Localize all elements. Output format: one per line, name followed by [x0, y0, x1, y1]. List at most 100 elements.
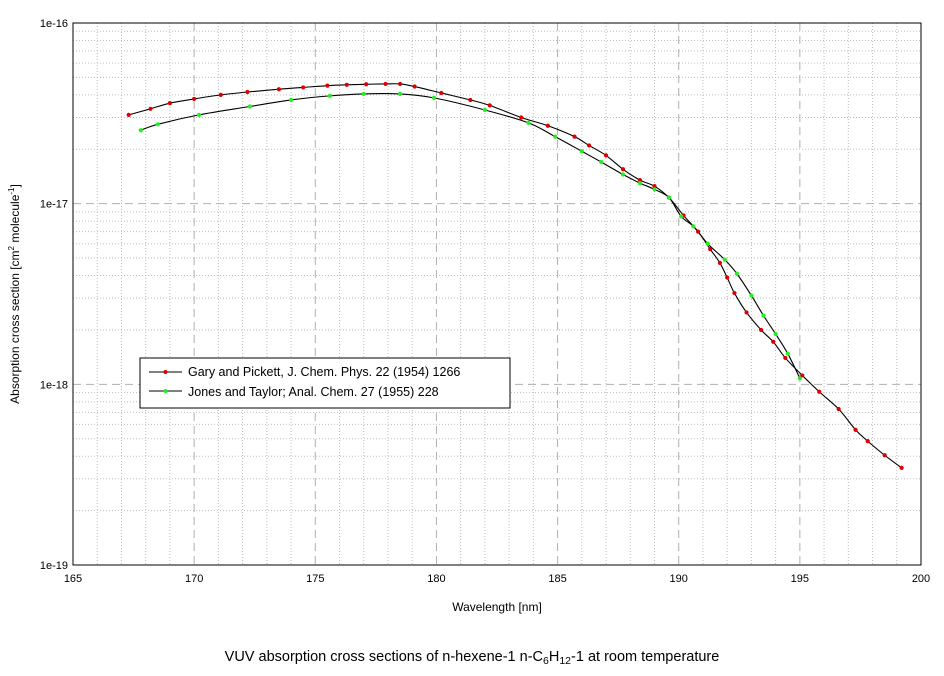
data-point-series-0 [696, 229, 701, 234]
y-axis-label-sup2: -1 [7, 187, 16, 195]
data-point-series-0 [717, 260, 723, 266]
data-point-series-0 [167, 101, 173, 106]
data-point-series-0 [276, 87, 282, 92]
data-point-series-1 [637, 180, 643, 186]
data-point-series-0 [899, 465, 904, 470]
data-point-series-0 [148, 106, 153, 111]
data-point-series-0 [397, 81, 403, 87]
data-point-series-0 [771, 339, 776, 344]
legend: Gary and Pickett, J. Chem. Phys. 22 (195… [139, 357, 511, 409]
data-point-series-0 [519, 115, 524, 120]
data-point-series-0 [758, 327, 764, 333]
data-point-series-0 [301, 85, 306, 90]
caption-prefix: VUV absorption cross sections of n-hexen… [224, 649, 544, 665]
data-point-series-1 [691, 224, 696, 229]
data-point-series-0 [218, 92, 223, 97]
x-tick-label: 190 [670, 573, 688, 585]
data-point-series-1 [247, 104, 252, 109]
data-point-series-1 [155, 122, 160, 127]
data-point-series-0 [468, 97, 473, 103]
x-tick-label: 170 [185, 573, 203, 585]
data-point-series-1 [579, 149, 584, 154]
data-point-series-1 [397, 91, 403, 97]
caption-suffix: -1 at room temperature [571, 649, 720, 665]
caption-sub2: 12 [559, 655, 572, 667]
data-point-series-1 [327, 93, 332, 98]
x-tick-labels: 165 170 175 180 185 190 195 200 [64, 573, 930, 585]
y-axis-label-mid: molecule [8, 194, 22, 246]
data-point-series-1 [705, 241, 710, 246]
y-axis-label-sup1: 2 [7, 245, 16, 250]
x-tick-label: 195 [791, 573, 809, 585]
data-point-series-0 [325, 83, 330, 88]
legend-entry-gary: Gary and Pickett, J. Chem. Phys. 22 (195… [188, 365, 460, 379]
data-point-series-0 [383, 81, 388, 87]
data-point-series-0 [344, 82, 349, 87]
x-tick-label: 185 [548, 573, 566, 585]
data-point-series-1 [526, 120, 531, 125]
x-axis-label: Wavelength [nm] [452, 600, 542, 614]
data-point-series-0 [725, 275, 730, 280]
y-tick-labels: 1e-16 1e-17 1e-18 1e-19 [40, 18, 68, 572]
data-point-series-1 [749, 293, 754, 298]
data-point-series-1 [797, 376, 802, 381]
y-tick-label: 1e-18 [40, 379, 68, 391]
data-point-series-0 [783, 355, 788, 361]
legend-box [139, 357, 511, 409]
data-point-series-0 [572, 134, 577, 139]
data-point-series-0 [487, 103, 492, 108]
y-axis-label-suffix: ] [8, 184, 22, 187]
data-point-series-0 [192, 96, 197, 102]
data-point-series-1 [288, 97, 294, 103]
data-point-series-1 [734, 271, 739, 276]
data-point-series-1 [666, 195, 672, 200]
data-point-series-1 [761, 313, 766, 318]
x-tick-label: 175 [306, 573, 324, 585]
y-tick-label: 1e-17 [40, 199, 68, 211]
legend-marker-jones [163, 389, 168, 393]
data-point-series-0 [545, 123, 550, 128]
data-point-series-0 [732, 290, 737, 296]
major-grid [73, 23, 921, 565]
y-tick-label: 1e-16 [40, 18, 68, 30]
data-point-series-1 [138, 128, 143, 133]
data-point-series-0 [620, 167, 626, 172]
data-point-series-0 [364, 82, 369, 87]
data-point-series-1 [773, 331, 778, 337]
data-point-series-1 [599, 159, 604, 165]
figure-caption: VUV absorption cross sections of n-hexen… [0, 649, 944, 667]
data-point-series-0 [800, 373, 805, 378]
data-point-series-1 [553, 134, 558, 139]
caption-sub1: 6 [543, 655, 549, 667]
legend-marker-gary [163, 370, 168, 374]
data-point-series-1 [431, 95, 437, 100]
data-point-series-0 [603, 153, 609, 158]
data-point-series-0 [865, 439, 870, 444]
series-line-1 [140, 92, 801, 379]
data-point-series-0 [853, 427, 858, 432]
y-tick-label: 1e-19 [40, 560, 68, 572]
data-point-series-1 [361, 91, 366, 97]
series-markers [126, 81, 904, 470]
data-point-series-0 [439, 90, 444, 96]
data-point-series-1 [482, 107, 487, 113]
data-point-series-0 [836, 406, 841, 412]
minor-grid [73, 23, 921, 565]
caption-mid: H [548, 649, 560, 665]
data-point-series-1 [785, 351, 790, 356]
legend-entry-jones: Jones and Taylor; Anal. Chem. 27 (1955) … [188, 385, 439, 399]
x-tick-label: 180 [427, 573, 445, 585]
x-tick-label: 165 [64, 573, 82, 585]
data-point-series-0 [817, 389, 822, 394]
data-point-series-0 [126, 112, 131, 117]
data-point-series-0 [708, 247, 713, 252]
x-tick-label: 200 [912, 573, 930, 585]
data-point-series-1 [196, 112, 202, 117]
y-axis-label: Absorption cross section [cm2 molecule-1… [7, 184, 22, 404]
data-point-series-0 [586, 143, 592, 148]
data-point-series-0 [744, 310, 749, 315]
plot-frame [72, 22, 922, 566]
data-point-series-1 [652, 187, 657, 192]
data-point-series-0 [637, 178, 643, 183]
